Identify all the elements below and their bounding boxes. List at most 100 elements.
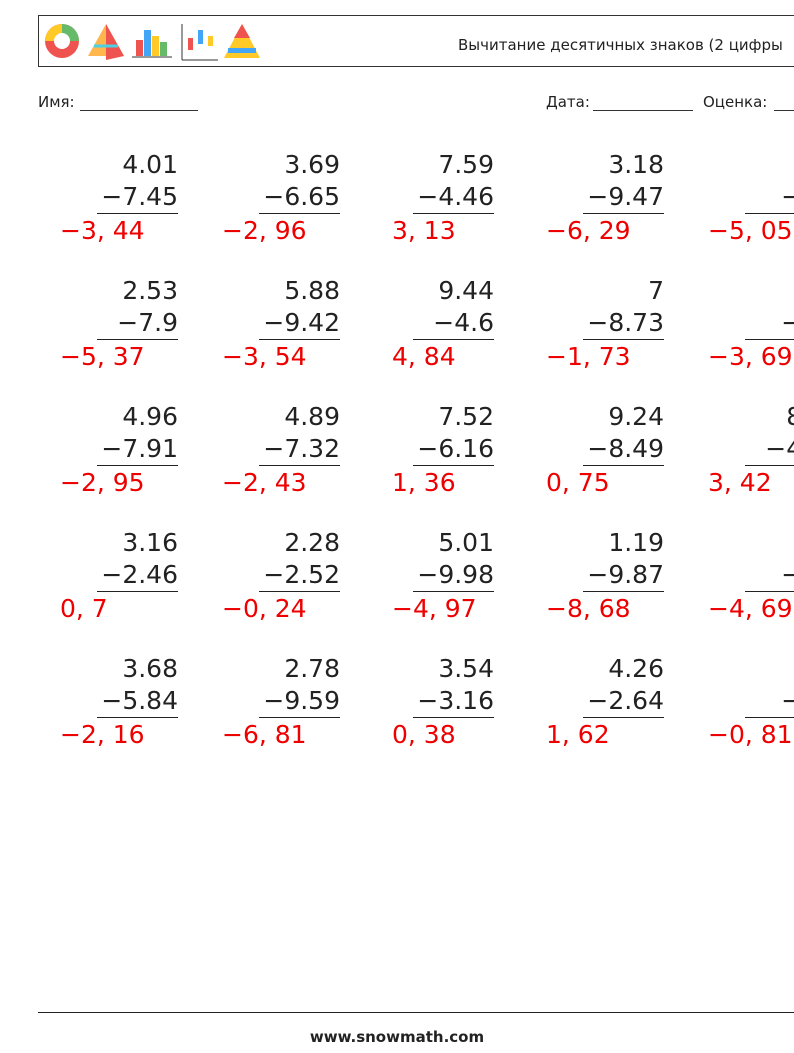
answer: −6, 81 <box>222 720 307 749</box>
answer-line <box>259 339 340 340</box>
answer: 0, 38 <box>392 720 456 749</box>
subtrahend: −9.59 <box>263 686 340 715</box>
minuend: 7 <box>648 276 664 305</box>
minuend: 5.01 <box>438 528 494 557</box>
answer: 4, 84 <box>392 342 456 371</box>
minuend: 3.69 <box>284 150 340 179</box>
subtrahend: −2.46 <box>101 560 178 589</box>
subtrahend: −3.16 <box>417 686 494 715</box>
answer-line <box>583 339 664 340</box>
minuend: 3.18 <box>608 150 664 179</box>
answer-line <box>97 717 178 718</box>
title: Вычитание десятичных знаков (2 цифры <box>458 36 783 54</box>
answer: 0, 7 <box>60 594 108 623</box>
answer-line <box>583 591 664 592</box>
subtrahend: −9. <box>781 308 794 337</box>
answer: 3, 42 <box>708 468 772 497</box>
answer: −2, 95 <box>60 468 145 497</box>
subtrahend: −9.47 <box>587 182 664 211</box>
minuend: 3.16 <box>122 528 178 557</box>
subtrahend: −6.16 <box>417 434 494 463</box>
answer: −4, 69 <box>708 594 793 623</box>
subtrahend: −6.65 <box>263 182 340 211</box>
subtrahend: −9.98 <box>417 560 494 589</box>
answer: 0, 75 <box>546 468 610 497</box>
minuend: 9.24 <box>608 402 664 431</box>
answer-line <box>97 339 178 340</box>
minuend: 1.19 <box>608 528 664 557</box>
answer-line <box>413 339 494 340</box>
answer-line <box>583 213 664 214</box>
minuend: 7.52 <box>438 402 494 431</box>
answer-line <box>259 213 340 214</box>
minuend: 2. <box>736 528 794 557</box>
subtrahend: −8.49 <box>587 434 664 463</box>
minuend: 5. <box>736 276 794 305</box>
subtrahend: −9. <box>781 686 794 715</box>
answer-line <box>413 213 494 214</box>
answer-line <box>413 591 494 592</box>
minuend: 2.78 <box>284 654 340 683</box>
answer: 1, 36 <box>392 468 456 497</box>
minuend: 4.89 <box>284 402 340 431</box>
answer-line <box>97 213 178 214</box>
subtrahend: −8. <box>781 182 794 211</box>
answer-line <box>583 717 664 718</box>
answer: 1, 62 <box>546 720 610 749</box>
minuend: 3. <box>736 150 794 179</box>
subtrahend: −2.64 <box>587 686 664 715</box>
grade-line <box>774 110 794 111</box>
answer: −3, 54 <box>222 342 307 371</box>
answer-line <box>583 465 664 466</box>
answer-line <box>259 591 340 592</box>
minuend: 8. <box>736 654 794 683</box>
answer: −4, 97 <box>392 594 477 623</box>
subtrahend: −6. <box>781 560 794 589</box>
minuend: 3.54 <box>438 654 494 683</box>
answer: −1, 73 <box>546 342 631 371</box>
answer-line <box>97 591 178 592</box>
name-label: Имя: <box>38 93 75 111</box>
subtrahend: −2.52 <box>263 560 340 589</box>
answer: −0, 81 <box>708 720 793 749</box>
answer: −8, 68 <box>546 594 631 623</box>
grade-label: Оценка: <box>703 93 768 111</box>
subtrahend: −7.9 <box>117 308 178 337</box>
subtrahend: −7.45 <box>101 182 178 211</box>
subtrahend: −7.32 <box>263 434 340 463</box>
subtrahend: −8.73 <box>587 308 664 337</box>
answer-line <box>413 465 494 466</box>
subtrahend: −5.84 <box>101 686 178 715</box>
subtrahend: −9.42 <box>263 308 340 337</box>
answer: −2, 16 <box>60 720 145 749</box>
footer-rule <box>38 1012 794 1013</box>
header-icons <box>45 24 260 61</box>
minuend: 3.68 <box>122 654 178 683</box>
answer: −3, 44 <box>60 216 145 245</box>
answer: −2, 43 <box>222 468 307 497</box>
answer-line <box>259 465 340 466</box>
minuend: 4.26 <box>608 654 664 683</box>
minuend: 7.59 <box>438 150 494 179</box>
answer: 3, 13 <box>392 216 456 245</box>
minuend: 2.53 <box>122 276 178 305</box>
answer-line <box>745 213 794 214</box>
minuend: 8.2 <box>736 402 794 431</box>
minuend: 5.88 <box>284 276 340 305</box>
answer-line <box>259 717 340 718</box>
subtrahend: −4.7 <box>765 434 794 463</box>
date-label: Дата: <box>546 93 590 111</box>
minuend: 4.01 <box>122 150 178 179</box>
answer-line <box>745 591 794 592</box>
answer-line <box>97 465 178 466</box>
answer-line <box>745 717 794 718</box>
answer: −2, 96 <box>222 216 307 245</box>
answer-line <box>413 717 494 718</box>
minuend: 4.96 <box>122 402 178 431</box>
answer: −5, 37 <box>60 342 145 371</box>
header-box <box>38 15 794 67</box>
answer: −6, 29 <box>546 216 631 245</box>
minuend: 2.28 <box>284 528 340 557</box>
subtrahend: −7.91 <box>101 434 178 463</box>
